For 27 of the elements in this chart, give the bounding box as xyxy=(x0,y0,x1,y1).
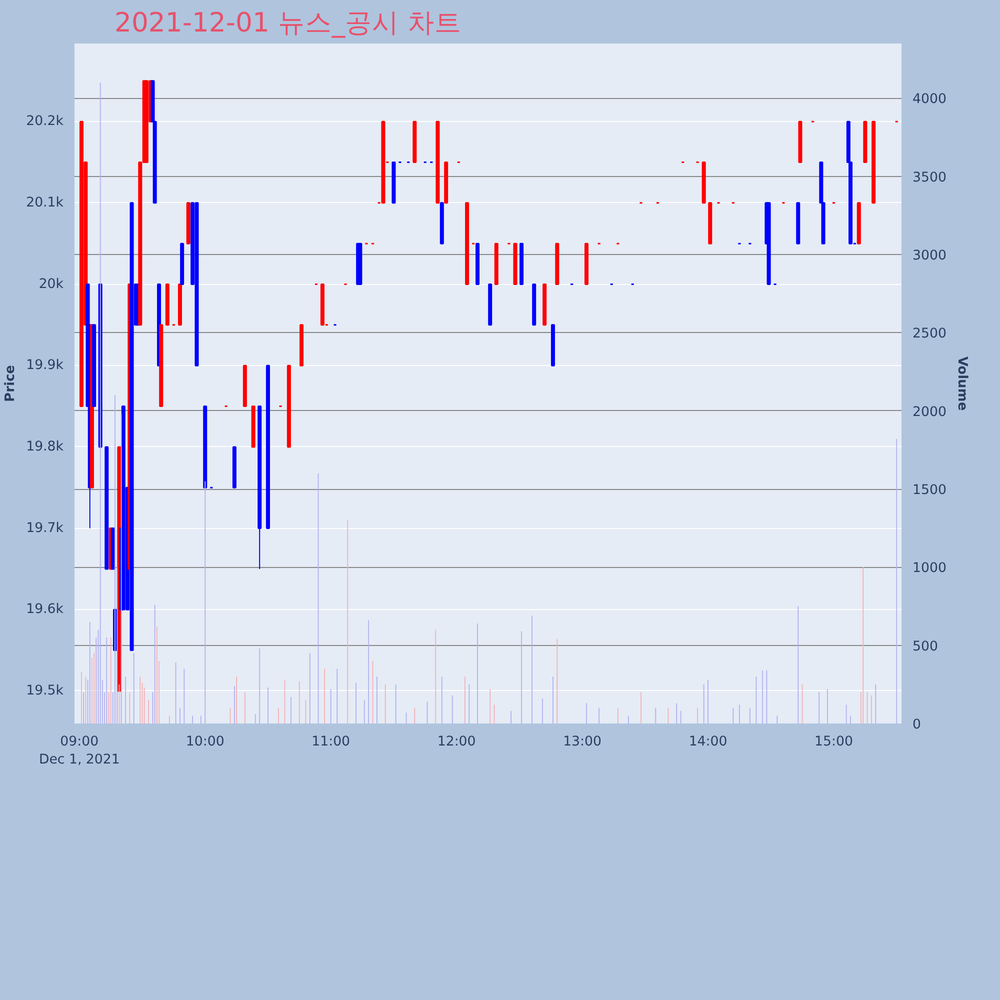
y-tick-label: 19.7k xyxy=(26,520,64,536)
x-tick-label: 11:00 xyxy=(312,734,350,750)
y-tick-label: 19.8k xyxy=(26,439,64,454)
y2-tick-label: 4000 xyxy=(912,92,946,108)
x-tick-label: 15:00 xyxy=(814,734,853,750)
y2-tick-label: 2000 xyxy=(912,404,946,420)
y2-tick-label: 3000 xyxy=(912,248,946,264)
y-axis-title: Price xyxy=(3,364,18,402)
x-tick-label: 10:00 xyxy=(186,734,224,750)
y-tick-label: 19.6k xyxy=(26,602,64,618)
y2-tick-label: 2500 xyxy=(912,326,946,342)
y-tick-label: 19.9k xyxy=(26,358,64,374)
y2-tick-label: 0 xyxy=(912,718,921,732)
y2-axis-title: Volume xyxy=(954,356,970,411)
x-tick-label: 12:00 xyxy=(437,734,476,750)
y-tick-label: 20.2k xyxy=(26,114,64,130)
y-tick-label: 19.5k xyxy=(26,683,64,698)
y-tick-label: 20.1k xyxy=(26,195,64,210)
chart-title: 2021-12-01 뉴스_공시 차트 xyxy=(114,8,462,38)
x-tick-label: 09:00 Dec 1, 2021 xyxy=(38,734,120,768)
y2-tick-label: 1000 xyxy=(912,561,946,576)
y2-tick-label: 500 xyxy=(912,639,938,654)
y2-tick-label: 1500 xyxy=(912,483,946,498)
x-tick-label: 14:00 xyxy=(688,734,728,750)
y2-tick-label: 3500 xyxy=(912,170,946,186)
y-tick-label: 20k xyxy=(38,276,64,292)
x-tick-label: 13:00 xyxy=(563,734,602,750)
